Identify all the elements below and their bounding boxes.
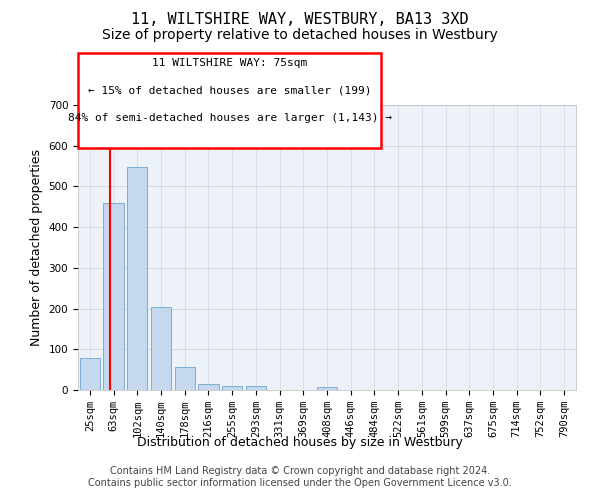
Text: 84% of semi-detached houses are larger (1,143) →: 84% of semi-detached houses are larger (… (67, 113, 392, 123)
Bar (151, 307, 171, 390)
Bar (317, 386, 337, 390)
Y-axis label: Number of detached properties: Number of detached properties (30, 149, 43, 346)
Text: Distribution of detached houses by size in Westbury: Distribution of detached houses by size … (137, 436, 463, 449)
Bar (199, 384, 218, 390)
Text: Contains HM Land Registry data © Crown copyright and database right 2024.: Contains HM Land Registry data © Crown c… (110, 466, 490, 476)
Bar (175, 367, 195, 390)
Bar (246, 386, 266, 390)
Text: 11, WILTSHIRE WAY, WESTBURY, BA13 3XD: 11, WILTSHIRE WAY, WESTBURY, BA13 3XD (131, 12, 469, 28)
Bar (80, 358, 100, 390)
Text: Size of property relative to detached houses in Westbury: Size of property relative to detached ho… (102, 28, 498, 42)
Text: ← 15% of detached houses are smaller (199): ← 15% of detached houses are smaller (19… (88, 86, 371, 96)
Text: Contains public sector information licensed under the Open Government Licence v3: Contains public sector information licen… (88, 478, 512, 488)
Bar (222, 386, 242, 390)
Text: 11 WILTSHIRE WAY: 75sqm: 11 WILTSHIRE WAY: 75sqm (152, 58, 307, 68)
Bar (103, 202, 124, 390)
Bar (127, 167, 148, 390)
